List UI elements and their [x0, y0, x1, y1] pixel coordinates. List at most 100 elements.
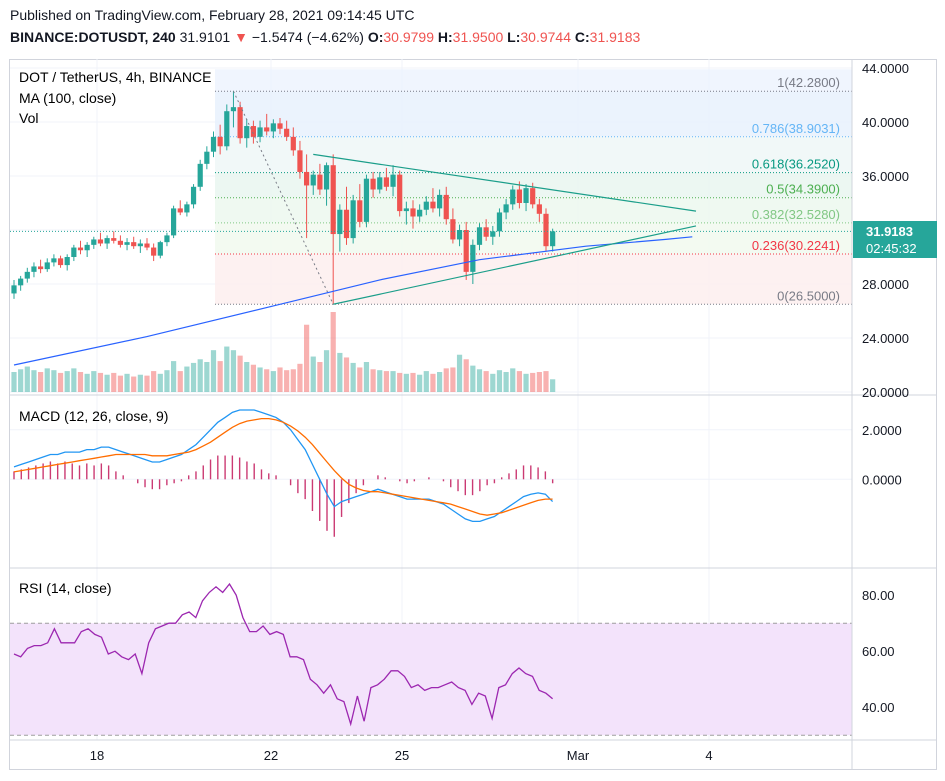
volume-bar — [483, 371, 489, 392]
price-tag: 31.9183 02:45:32 — [853, 221, 937, 258]
candle-body — [383, 177, 389, 187]
candle — [550, 228, 556, 252]
candle-body — [483, 227, 489, 237]
candle-body — [124, 242, 130, 245]
volume-bar — [530, 372, 536, 392]
candle — [217, 124, 223, 155]
candle — [224, 104, 230, 151]
candle-body — [363, 178, 370, 222]
symbol: BINANCE:DOTUSDT, 240 — [10, 29, 176, 45]
rsi-tick-label: 40.00 — [862, 700, 895, 715]
candle-body — [71, 247, 77, 257]
candle — [190, 184, 197, 209]
volume-bar — [423, 371, 429, 392]
candle-body — [210, 136, 217, 152]
candle-body — [264, 127, 270, 132]
rsi-band — [10, 623, 852, 736]
candle-body — [184, 204, 190, 213]
candle-body — [44, 262, 50, 270]
candle — [390, 165, 396, 197]
volume-bar — [124, 373, 130, 392]
volume-bar — [190, 362, 197, 392]
candle-body — [144, 243, 150, 248]
volume-bar — [297, 363, 303, 392]
volume-bar — [117, 375, 123, 392]
x-tick-label: 25 — [395, 748, 409, 763]
candle-body — [463, 230, 469, 272]
candle-body — [417, 209, 423, 217]
candle-body — [18, 278, 24, 286]
candle — [430, 188, 436, 213]
candle-body — [284, 128, 290, 137]
rsi-line — [13, 582, 554, 727]
candle-body — [423, 201, 429, 210]
candle-body — [543, 213, 549, 247]
macd-pane — [13, 409, 554, 537]
published-line: Published on TradingView.com, February 2… — [10, 7, 415, 23]
candle-body — [317, 174, 323, 190]
candle-body — [257, 127, 263, 137]
y-tick-label: 36.0000 — [862, 169, 909, 184]
price-change: −1.5474 (−4.62%) — [251, 29, 364, 45]
candle — [257, 120, 263, 143]
volume-bar — [323, 350, 330, 392]
candle — [483, 219, 489, 241]
low-value: 30.9744 — [520, 29, 571, 45]
volume-bar — [18, 369, 24, 392]
volume-bar — [210, 350, 217, 392]
last-price: 31.9101 — [179, 29, 231, 45]
volume-bar — [383, 371, 389, 392]
candle — [57, 255, 64, 268]
legend-macd: MACD (12, 26, close, 9) — [19, 408, 168, 424]
volume-bar — [111, 372, 117, 392]
candle — [111, 231, 117, 244]
volume-bar — [430, 373, 436, 392]
volume-bar — [77, 372, 84, 392]
fib-level-label: 0.236(30.2241) — [752, 238, 840, 253]
candle-body — [450, 219, 456, 240]
candle-body — [370, 178, 376, 190]
volume-bar — [204, 362, 210, 392]
candle-body — [111, 238, 117, 241]
y-tick-label: 24.0000 — [862, 331, 909, 346]
candle — [523, 184, 529, 212]
candle-body — [131, 242, 137, 247]
volume-bar — [417, 374, 423, 392]
candle-body — [530, 188, 536, 205]
volume-bar — [144, 375, 150, 392]
y-tick-label: 20.0000 — [862, 385, 909, 400]
volume-bar — [257, 367, 263, 392]
y-tick-label: 44.0000 — [862, 61, 909, 76]
volume-bar — [337, 352, 343, 392]
candle-body — [403, 208, 409, 212]
volume-bar — [31, 370, 37, 392]
volume-bar — [237, 355, 243, 392]
candle-body — [357, 200, 363, 222]
candle-body — [104, 238, 110, 244]
candle-body — [237, 107, 243, 139]
candle-body — [84, 244, 90, 251]
volume-bar — [470, 365, 476, 392]
candle-body — [536, 204, 542, 214]
candle-body — [137, 243, 143, 247]
candle-body — [117, 240, 123, 245]
volume-bar — [390, 371, 396, 392]
candle-body — [64, 257, 70, 266]
candle — [317, 163, 323, 195]
candle-body — [304, 171, 310, 186]
candle-body — [91, 239, 97, 245]
legend-ma: MA (100, close) — [19, 90, 116, 106]
symbol-line: BINANCE:DOTUSDT, 240 31.9101 ▼ −1.5474 (… — [10, 29, 640, 45]
volume-bar — [137, 374, 143, 392]
candle — [437, 189, 443, 217]
candle-body — [250, 126, 256, 137]
candle — [323, 162, 330, 206]
candle — [270, 119, 276, 139]
candle — [97, 232, 104, 247]
candle — [470, 239, 476, 284]
volume-bar — [377, 370, 383, 392]
candle-body — [224, 111, 230, 147]
candle-body — [217, 136, 223, 147]
volume-bar — [290, 369, 296, 392]
